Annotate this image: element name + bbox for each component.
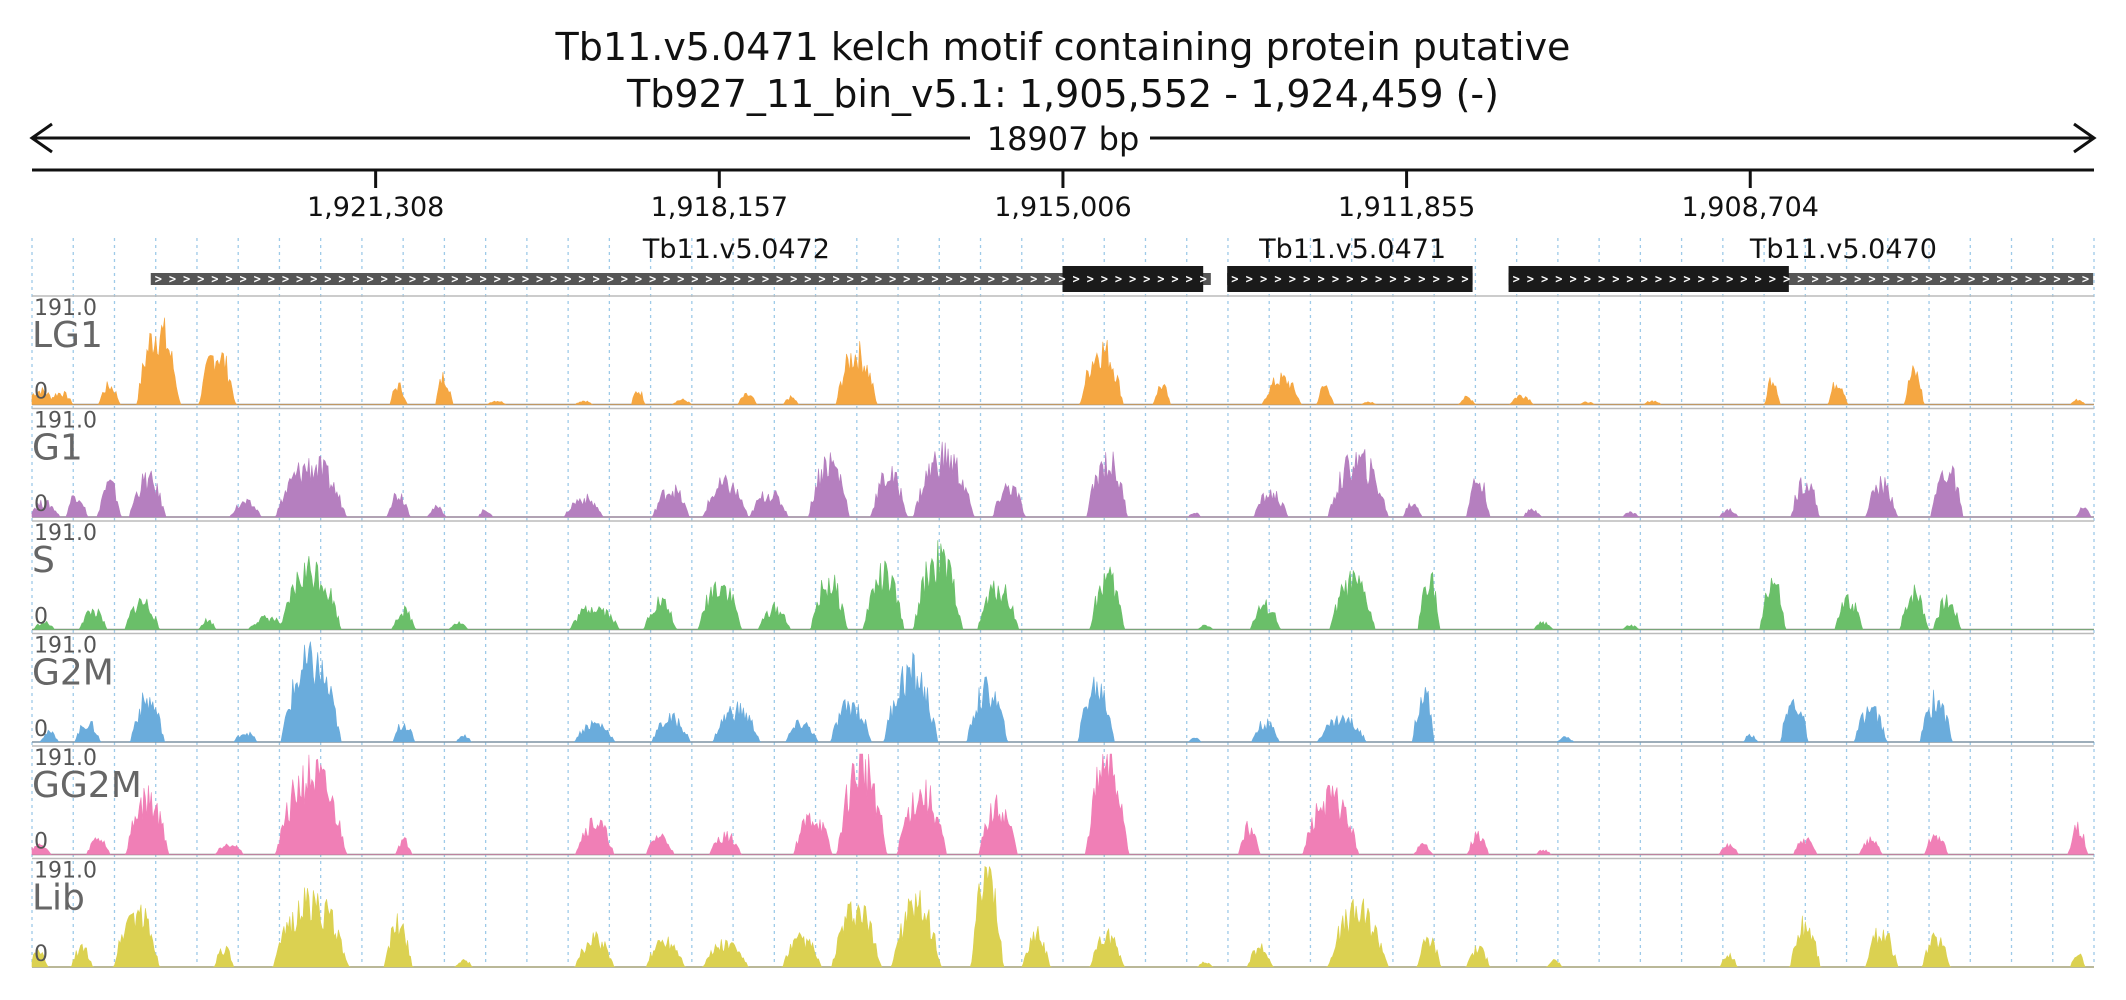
track-max-label: 191.0 xyxy=(34,409,97,434)
strand-chevrons: >>>>>>>>>>>>>>>>> xyxy=(1231,272,1468,286)
track-max-label: 191.0 xyxy=(34,746,97,771)
track-s: 191.0S 0 xyxy=(31,520,2094,631)
chart-title: Tb11.v5.0471 kelch motif containing prot… xyxy=(555,25,1571,69)
coverage-area-s xyxy=(31,540,2094,630)
gene-label: Tb11.v5.0470 xyxy=(1749,234,1937,265)
track-zero-label: 0 xyxy=(34,605,48,630)
tick-label: 1,921,308 xyxy=(307,192,444,223)
span-arrowhead-left xyxy=(29,122,53,154)
track-zero-label: 0 xyxy=(34,380,48,405)
track-g1: 191.0G1 0 xyxy=(31,407,2094,518)
strand-chevrons: >>>>>>>>>>>>>>>>>>>>>>>>>>>>>>>>>>>>>>>>… xyxy=(1513,272,2090,286)
span-arrow: 18907 bp xyxy=(29,120,2097,158)
coverage-area-lib xyxy=(31,865,2094,968)
coverage-tracks: 191.0LG10191.0G10191.0S0191.0G2M0191.0GG… xyxy=(31,295,2094,968)
track-name: G1 xyxy=(32,428,83,469)
track-max-label: 191.0 xyxy=(34,634,97,659)
coverage-area-gg2m xyxy=(31,753,2094,855)
span-arrowhead-right xyxy=(2073,122,2097,154)
track-zero-label: 0 xyxy=(34,492,48,517)
track-zero-label: 0 xyxy=(34,942,48,967)
coverage-area-lg1 xyxy=(31,317,2094,405)
track-max-label: 191.0 xyxy=(34,296,97,321)
coordinate-ticks: 1,921,308 1,918,157 1,915,006 1,911,855 1,90… xyxy=(307,170,1819,223)
tick-label: 1,915,006 xyxy=(994,192,1131,223)
gene-body xyxy=(150,273,1211,285)
gene-cds xyxy=(1062,266,1204,292)
coverage-area-g2m xyxy=(32,641,2094,743)
tick-label: 1,908,704 xyxy=(1682,192,1819,223)
track-name: Lib xyxy=(32,878,85,919)
gene-label: Tb11.v5.0472 xyxy=(642,234,830,265)
tick-label: 1,918,157 xyxy=(651,192,788,223)
strand-chevrons: >>>>>>>>>>>>>>>>>>>>>>>>>>>>>>>>>>>>>>>>… xyxy=(155,272,1207,286)
track-name: GG2M xyxy=(32,765,142,806)
track-name: S xyxy=(32,540,55,581)
gene-cds xyxy=(1508,266,1789,292)
track-zero-label: 0 xyxy=(34,717,48,742)
gene-track: >>>>>>>>>>>>>>>>>>>>>>>>>>>>>>>>>>>>>>>>… xyxy=(150,234,2094,292)
span-length-label: 18907 bp xyxy=(987,120,1140,158)
track-max-label: 191.0 xyxy=(34,859,97,884)
track-zero-label: 0 xyxy=(34,830,48,855)
coverage-area-g1 xyxy=(31,441,2094,518)
track-name: LG1 xyxy=(32,315,103,356)
gene-label: Tb11.v5.0471 xyxy=(1258,234,1446,265)
track-name: G2M xyxy=(32,653,114,694)
chart-subtitle: Tb927_11_bin_v5.1: 1,905,552 - 1,924,459… xyxy=(626,72,1499,116)
tick-label: 1,911,855 xyxy=(1338,192,1475,223)
track-max-label: 191.0 xyxy=(34,521,97,546)
gene-cds xyxy=(1227,266,1473,292)
